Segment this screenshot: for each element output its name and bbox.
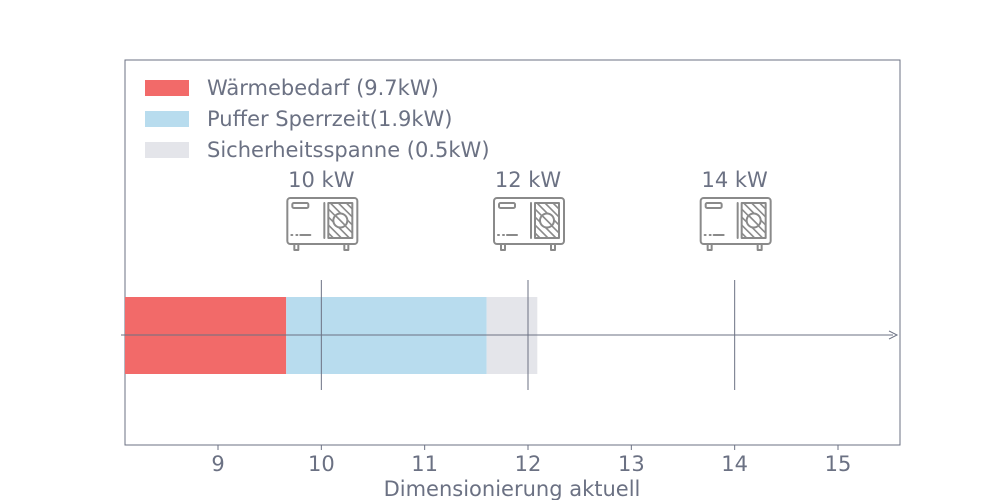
- heat-pump-icon: [699, 197, 772, 251]
- marker-label-2: 14 kW: [702, 168, 769, 192]
- x-tick-label-5: 14: [721, 452, 748, 476]
- arrow-axis: [121, 330, 899, 340]
- legend-label-0: Wärmebedarf (9.7kW): [207, 76, 439, 100]
- legend-label-2: Sicherheitsspanne (0.5kW): [207, 138, 490, 162]
- heat-pump-icon: [493, 197, 565, 251]
- x-tick-label-0: 9: [211, 452, 224, 476]
- x-tick-label-3: 12: [515, 452, 542, 476]
- heat-pump-icon: [286, 197, 359, 251]
- x-tick-label-4: 13: [618, 452, 645, 476]
- legend-label-1: Puffer Sperrzeit(1.9kW): [207, 107, 453, 131]
- legend-swatch-2: [145, 142, 189, 158]
- x-axis-label: Dimensionierung aktuell: [384, 477, 641, 500]
- x-tick-label-1: 10: [308, 452, 335, 476]
- x-ticks-layer: 9 10 11 12 13 14 15: [211, 445, 851, 476]
- bars-layer: [125, 297, 538, 374]
- plot-frame: [124, 59, 901, 446]
- legend: Wärmebedarf (9.7kW) Puffer Sperrzeit(1.9k…: [145, 76, 490, 162]
- marker-label-0: 10 kW: [288, 168, 355, 192]
- x-tick-label-2: 11: [411, 452, 438, 476]
- x-tick-label-6: 15: [825, 452, 852, 476]
- marker-label-1: 12 kW: [495, 168, 562, 192]
- legend-swatch-0: [145, 80, 189, 96]
- legend-swatch-1: [145, 111, 189, 127]
- markers-layer: 10 kW 12 kW 14 kW: [286, 168, 772, 390]
